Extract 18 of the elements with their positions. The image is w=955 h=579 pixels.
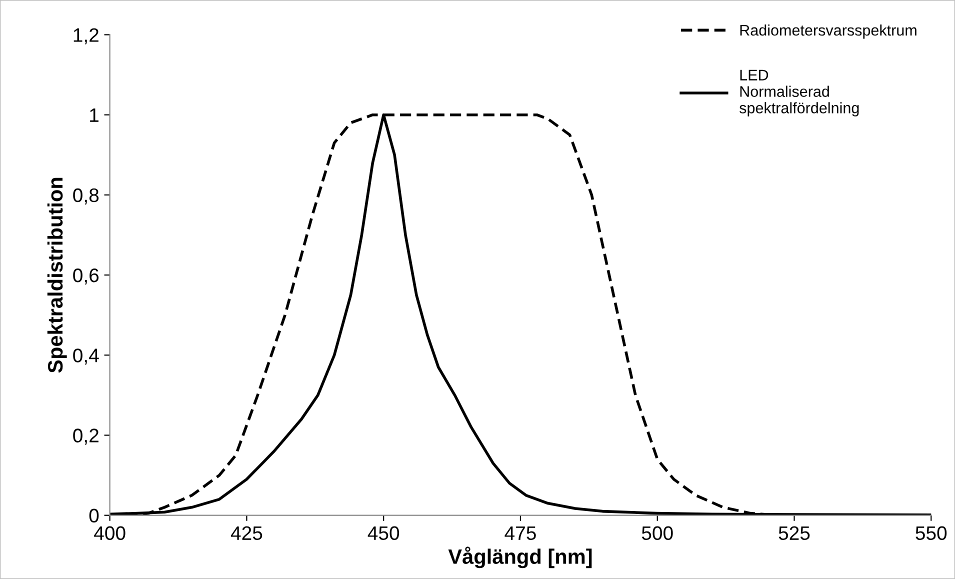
x-tick-label: 425: [230, 526, 262, 540]
x-tick-label: 500: [642, 526, 673, 540]
y-tick-label: 0,4: [73, 348, 99, 365]
legend-label: LED Normaliserad spektralfördelning: [740, 70, 859, 116]
x-axis-title: Våglängd [nm]: [448, 546, 592, 568]
x-tick-label: 550: [916, 526, 947, 540]
y-tick-label: 0,6: [73, 268, 99, 285]
x-tick-label: 525: [778, 526, 810, 540]
y-axis-title: Spektraldistribution: [47, 178, 67, 373]
y-tick-label: 0,8: [73, 188, 99, 204]
y-tick-label: 0,2: [73, 428, 98, 445]
y-tick-label: 1: [90, 108, 98, 122]
legend-label: Radiometersvarsspektrum: [740, 24, 916, 39]
y-tick-label: 1,2: [74, 28, 98, 44]
x-tick-label: 400: [94, 526, 126, 540]
y-tick-label: 0: [89, 508, 99, 523]
x-tick-label: 450: [368, 526, 400, 540]
x-tick-label: 475: [504, 526, 536, 540]
